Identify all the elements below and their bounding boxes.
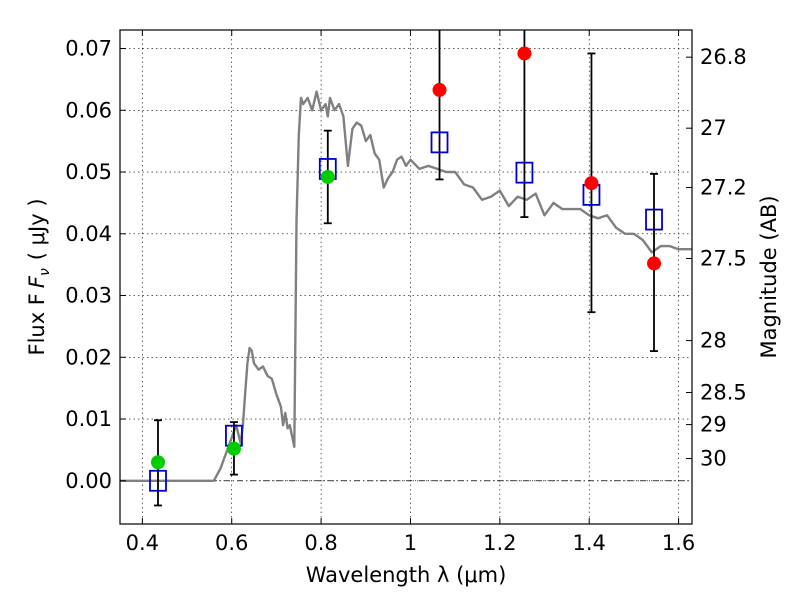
magnitude-tick-label: 30 xyxy=(700,447,727,471)
x-tick-label: 1.4 xyxy=(573,531,606,555)
y-tick-label: 0.01 xyxy=(65,407,112,431)
magnitude-tick-label: 28.5 xyxy=(700,380,747,404)
y-axis-label-unit: ( μJy ) xyxy=(25,198,49,260)
y-tick-label: 0.05 xyxy=(65,160,112,184)
marker-layer xyxy=(149,46,663,492)
x-tick-label: 1.6 xyxy=(662,531,695,555)
y-tick-label: 0.06 xyxy=(65,98,112,122)
magnitude-tick-label: 29 xyxy=(700,413,727,437)
y-tick-label: 0.04 xyxy=(65,222,112,246)
model-spectrum-line xyxy=(120,90,692,482)
y-tick-label: 0.07 xyxy=(65,37,112,61)
magnitude-tick-label: 27.5 xyxy=(700,246,747,270)
errorbar-layer xyxy=(153,30,659,507)
x-tick-label: 1.2 xyxy=(483,531,516,555)
observed-nir-point xyxy=(584,176,599,191)
y-axis-label-subscript: ν xyxy=(37,268,53,276)
model-photometry-square xyxy=(515,161,534,184)
tick-layer: 0.4 0.6 0.8 1 1.2 1.4 1.6 0.00 0.01 0.02 0.03 0.04 0… xyxy=(65,30,747,555)
magnitude-tick-label: 26.8 xyxy=(700,45,747,69)
observed-nir-point xyxy=(432,82,447,97)
y-axis-label-right: Magnitude (AB) xyxy=(757,195,781,358)
grid-layer xyxy=(120,30,692,524)
magnitude-tick-label: 27 xyxy=(700,116,727,140)
model-photometry-square xyxy=(645,208,663,231)
x-tick-label: 0.8 xyxy=(304,531,337,555)
model-photometry-square xyxy=(149,469,167,492)
x-tick-label: 1 xyxy=(404,531,417,555)
plot-frame xyxy=(119,29,693,525)
observed-ground-point xyxy=(320,169,335,184)
model-photometry-square xyxy=(430,131,449,154)
observed-nir-point xyxy=(517,46,532,61)
x-tick-label: 0.6 xyxy=(215,531,248,555)
magnitude-tick-label: 27.2 xyxy=(700,175,747,199)
observed-nir-point xyxy=(647,256,662,271)
y-tick-label: 0.02 xyxy=(65,345,112,369)
y-axis-label-text: Flux F xyxy=(25,293,49,355)
model-spectrum-layer xyxy=(120,90,692,482)
observed-ground-point xyxy=(226,441,241,456)
y-tick-label: 0.03 xyxy=(65,284,112,308)
magnitude-tick-label: 28 xyxy=(700,329,727,353)
observed-ground-point xyxy=(150,455,165,470)
y-axis-label-left: Flux F Fν ( μJy ) xyxy=(25,198,53,355)
x-axis-label: Wavelength λ (μm) xyxy=(306,563,507,587)
x-tick-label: 0.4 xyxy=(126,531,159,555)
y-tick-label: 0.00 xyxy=(65,469,112,493)
y-axis-label-symbol: F xyxy=(25,275,49,288)
